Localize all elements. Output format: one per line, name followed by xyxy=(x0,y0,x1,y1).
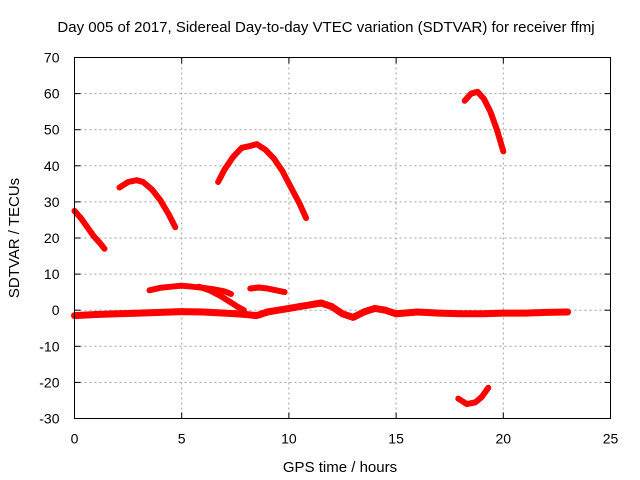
data-series xyxy=(71,88,572,408)
y-tick-label: -20 xyxy=(39,374,59,390)
y-tick-label: 70 xyxy=(44,50,60,66)
series-arc-6 xyxy=(146,282,234,297)
series-arc-7 xyxy=(195,283,247,314)
x-tick-label: 5 xyxy=(178,431,186,447)
x-axis-label: GPS time / hours xyxy=(283,459,397,476)
y-tick-label: -10 xyxy=(39,338,59,354)
series-arc-2 xyxy=(116,177,179,231)
series-arc-1 xyxy=(71,207,108,252)
y-tick-label: 0 xyxy=(52,302,60,318)
chart-title: Day 005 of 2017, Sidereal Day-to-day VTE… xyxy=(57,19,594,36)
x-tick-label: 15 xyxy=(388,431,404,447)
y-tick-label: 10 xyxy=(44,266,60,282)
series-arc-8 xyxy=(247,284,288,296)
x-tick-label: 10 xyxy=(281,431,297,447)
series-arc-5 xyxy=(455,384,492,408)
y-tick-label: 50 xyxy=(44,122,60,138)
series-arc-3 xyxy=(215,141,310,222)
y-tick-label: 40 xyxy=(44,158,60,174)
x-tick-label: 0 xyxy=(71,431,79,447)
series-baseline xyxy=(71,299,572,321)
y-axis-label: SDTVAR / TECUs xyxy=(6,178,23,298)
axis-ticks: 0 5 10 15 20 25 -30 -20 -10 0 10 20 30 40 50 60 70 xyxy=(39,50,618,447)
y-tick-label: 20 xyxy=(44,230,60,246)
x-tick-label: 25 xyxy=(603,431,619,447)
y-tick-label: 30 xyxy=(44,194,60,210)
y-tick-label: 60 xyxy=(44,86,60,102)
series-arc-4 xyxy=(461,88,507,155)
y-tick-label: -30 xyxy=(39,411,59,427)
grid-lines xyxy=(74,57,611,419)
x-tick-label: 20 xyxy=(496,431,512,447)
